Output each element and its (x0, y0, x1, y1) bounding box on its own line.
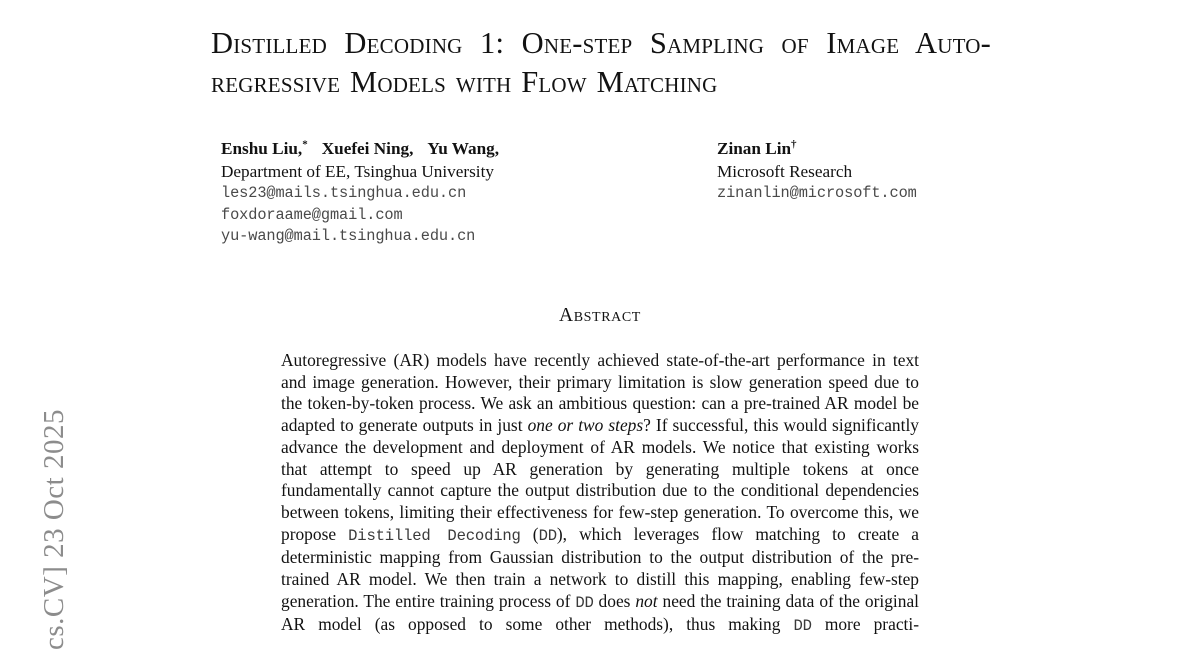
author-name-4: Zinan Lin (717, 139, 792, 158)
author-names-right: Zinan Lin† (717, 139, 1007, 159)
email-left-1[interactable]: les23@mails.tsinghua.edu.cn (221, 184, 467, 202)
affiliation-left: Department of EE, Tsinghua University (221, 162, 494, 181)
abstract-emphasis: not (635, 590, 658, 611)
abstract-code-term: DD (575, 593, 594, 612)
abstract-text: ? If successful, this would significantl… (281, 415, 919, 544)
abstract-text: need the training data of the original A… (281, 590, 919, 635)
abstract-code-term: DD (793, 617, 812, 636)
abstract-code-term: DD (538, 526, 558, 545)
page-title: Distilled Decoding 1: One-step Sampling … (211, 26, 991, 99)
email-left-3[interactable]: yu-wang@mail.tsinghua.edu.cn (221, 227, 476, 246)
author-footnote-mark-asterisk: * (302, 138, 308, 151)
author-column-right: Zinan Lin† Microsoft Research zinanlin@m… (717, 139, 1007, 205)
author-names-left: Enshu Liu,* Xuefei Ning, Yu Wang, (221, 139, 691, 159)
author-name-1: Enshu Liu, (221, 139, 303, 158)
author-column-left: Enshu Liu,* Xuefei Ning, Yu Wang, Departme… (221, 139, 691, 248)
email-right-1[interactable]: zinanlin@microsoft.com (717, 184, 917, 202)
abstract-text: does (593, 590, 636, 611)
abstract-emphasis: one or two steps (527, 415, 644, 436)
author-name-2: Xuefei Ning, (321, 139, 414, 158)
author-name-3: Yu Wang, (427, 139, 500, 158)
abstract-code-term: Distilled Decoding (348, 526, 521, 545)
abstract-text: Autoregressive (AR) models have recently… (281, 350, 919, 436)
abstract-heading: Abstract (559, 305, 641, 326)
abstract-text: ), which leverages flow matching to crea… (281, 523, 919, 611)
author-footnote-mark-dagger: † (791, 138, 797, 151)
affiliation-right: Microsoft Research (717, 162, 853, 181)
abstract-body: Autoregressive (AR) models have recently… (281, 350, 919, 638)
abstract-text: ( (520, 523, 539, 544)
abstract-text: more practi- (811, 614, 919, 635)
email-left-2[interactable]: foxdoraame@gmail.com (221, 205, 403, 224)
